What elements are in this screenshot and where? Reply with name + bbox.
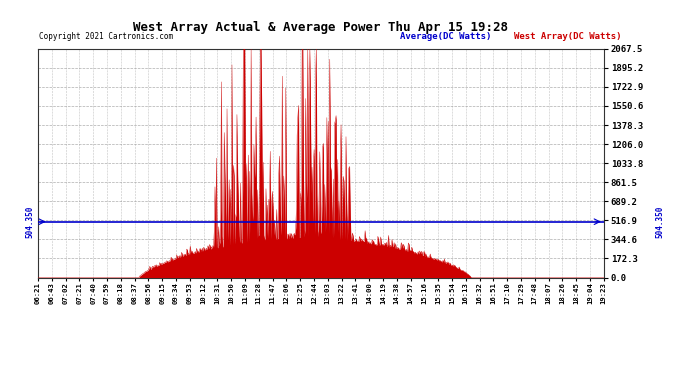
Text: 504.350: 504.350: [26, 206, 34, 238]
Text: West Array(DC Watts): West Array(DC Watts): [514, 32, 622, 41]
Text: 504.350: 504.350: [656, 206, 664, 238]
Text: Copyright 2021 Cartronics.com: Copyright 2021 Cartronics.com: [39, 32, 173, 41]
Text: Average(DC Watts): Average(DC Watts): [400, 32, 491, 41]
Text: West Array Actual & Average Power Thu Apr 15 19:28: West Array Actual & Average Power Thu Ap…: [133, 21, 509, 34]
